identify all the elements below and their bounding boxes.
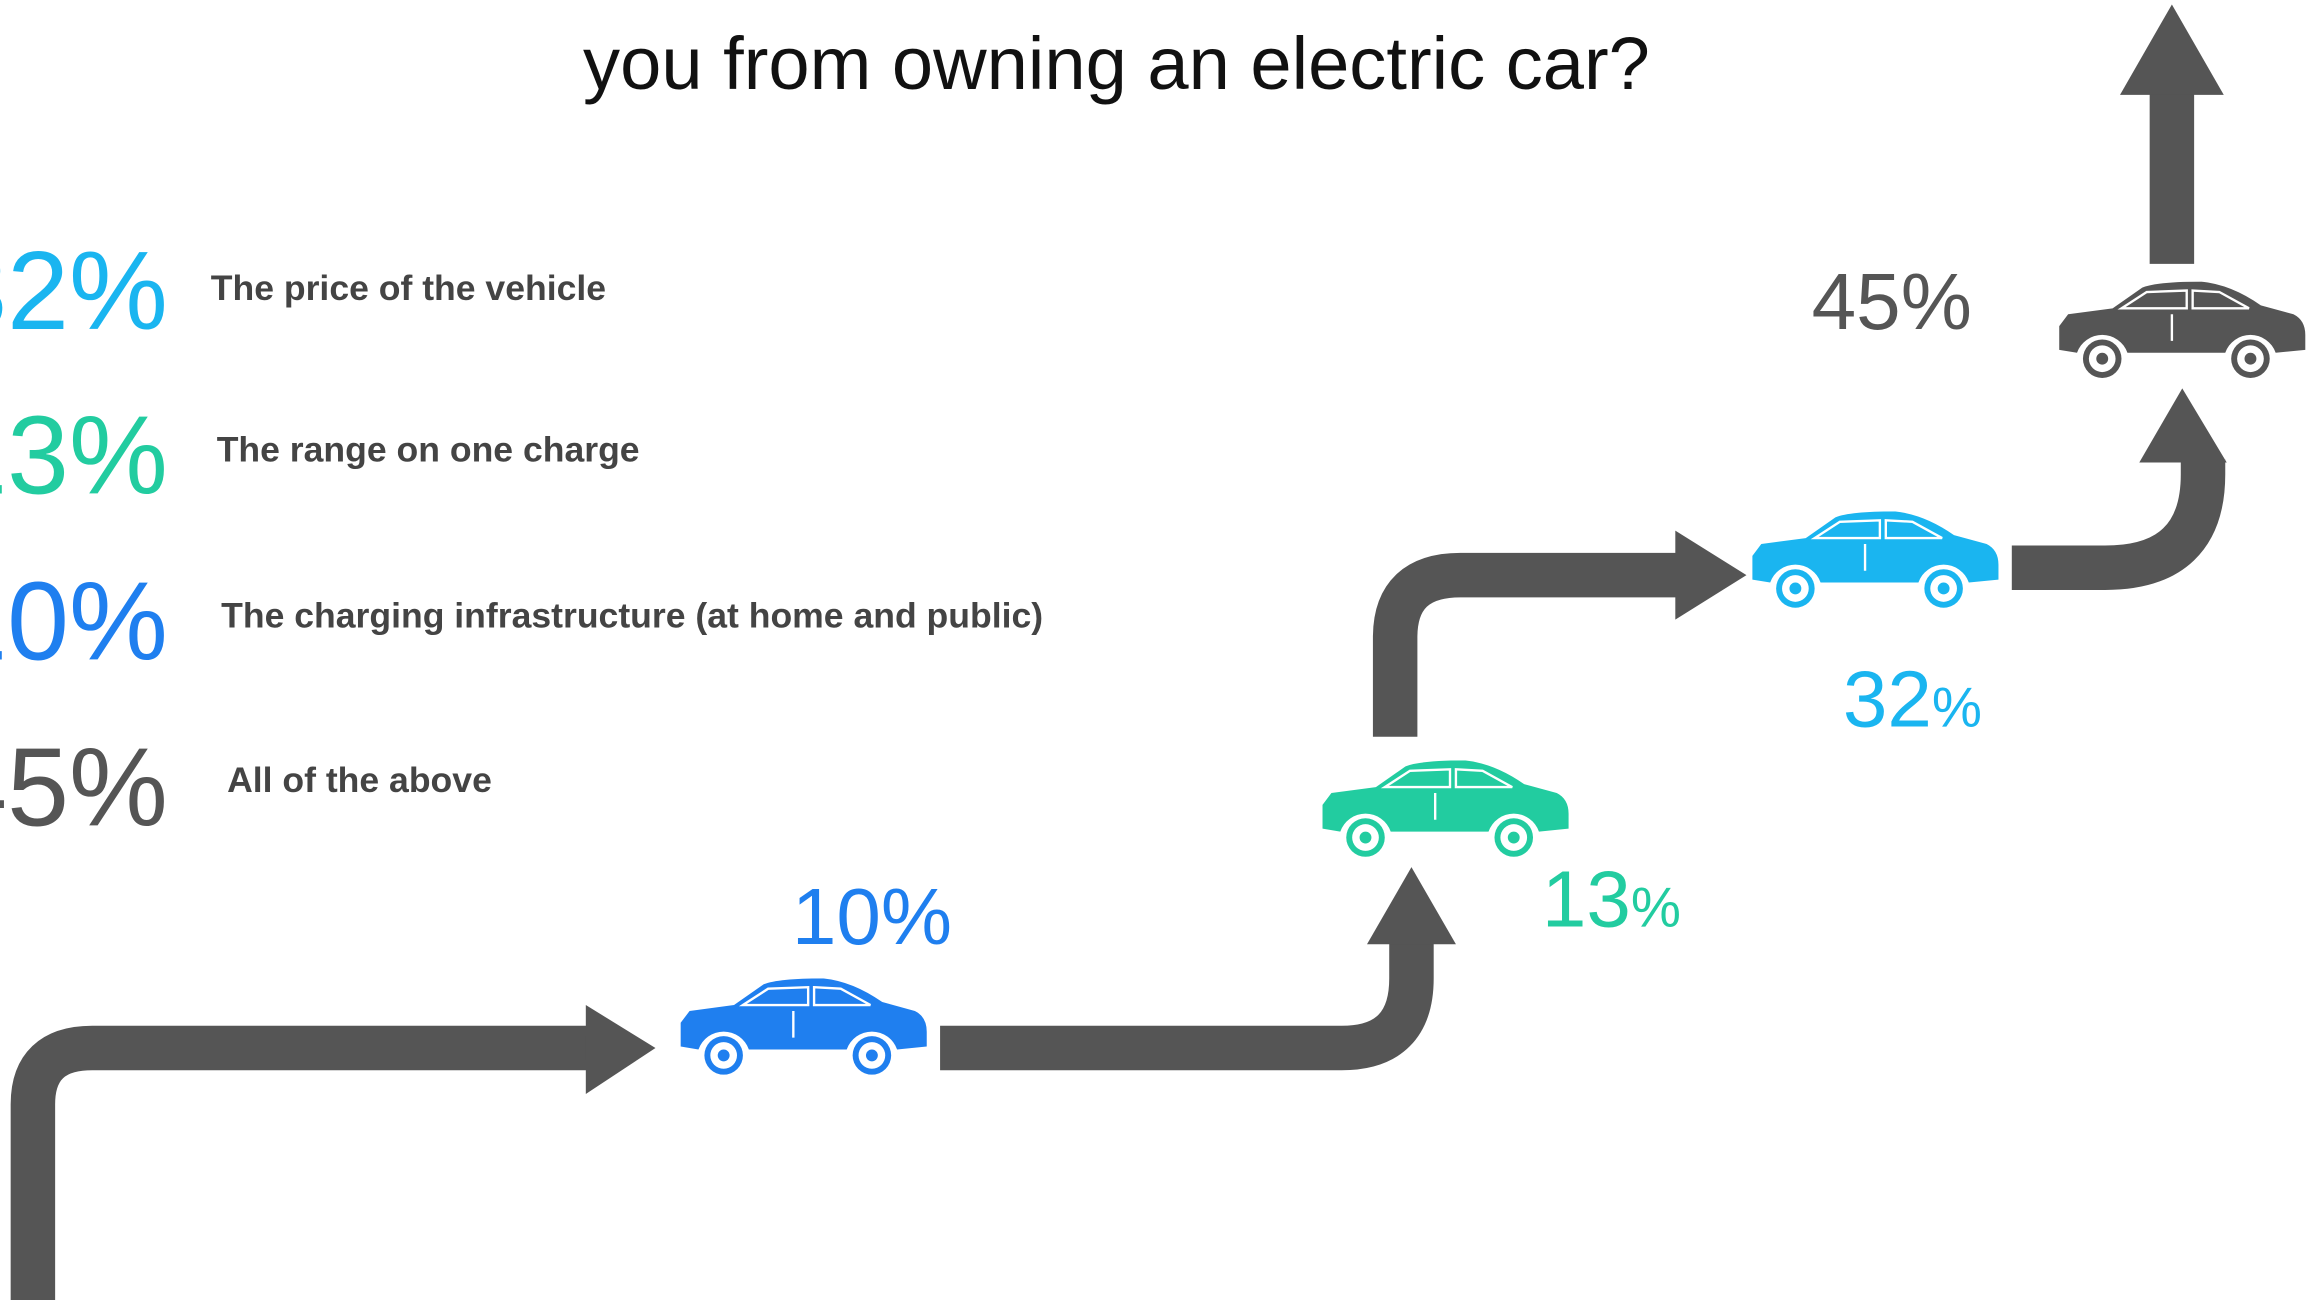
legend-label: The charging infrastructure (at home and…: [221, 596, 1043, 636]
road: [2011, 459, 2226, 590]
car-percent: 13%: [1542, 854, 1681, 943]
car-icon: [679, 978, 928, 1076]
percent-value: 10: [0, 559, 69, 684]
road-arrows: [10, 88, 2226, 1300]
car-percent: 45%: [1812, 257, 1972, 346]
arrowhead: [2139, 388, 2227, 463]
legend-percent: 10%: [0, 559, 168, 684]
percent-value: 32: [0, 228, 69, 353]
percent-unit: %: [69, 725, 168, 850]
percent-unit: %: [1631, 875, 1681, 938]
percent-unit: %: [69, 228, 168, 353]
road: [1372, 552, 1679, 737]
car-icon: [2058, 281, 2307, 380]
road: [10, 1025, 591, 1300]
percent-value: 45: [0, 725, 69, 850]
car-icon: [1321, 760, 1570, 858]
percent-unit: %: [69, 559, 168, 684]
percent-unit: %: [881, 872, 952, 961]
arrowheads: [585, 4, 2227, 1094]
legend-label: The price of the vehicle: [211, 268, 606, 308]
arrowhead: [1675, 530, 1747, 620]
percent-value: 32: [1843, 654, 1932, 743]
percent-value: 10: [792, 872, 881, 961]
car-percent: 32%: [1843, 654, 1982, 743]
legend-percent: 45%: [0, 725, 168, 850]
percent-unit: %: [1901, 257, 1972, 346]
arrowhead: [585, 1005, 656, 1094]
legend-label: The range on one charge: [217, 430, 640, 470]
legend-label: All of the above: [227, 760, 492, 800]
arrowhead: [2120, 4, 2224, 95]
legend-percent: 13%: [0, 393, 168, 518]
percent-value: 45: [1812, 257, 1901, 346]
car-percent: 10%: [792, 872, 952, 961]
percent-unit: %: [1932, 675, 1982, 738]
percent-value: 13: [1542, 854, 1631, 943]
percent-unit: %: [69, 393, 168, 518]
legend-percent: 32%: [0, 228, 168, 353]
arrowhead: [1366, 867, 1456, 945]
percent-value: 13: [0, 393, 69, 518]
title: you from owning an electric car?: [583, 22, 1650, 105]
road: [940, 936, 1434, 1071]
car-icon: [1751, 511, 2000, 609]
